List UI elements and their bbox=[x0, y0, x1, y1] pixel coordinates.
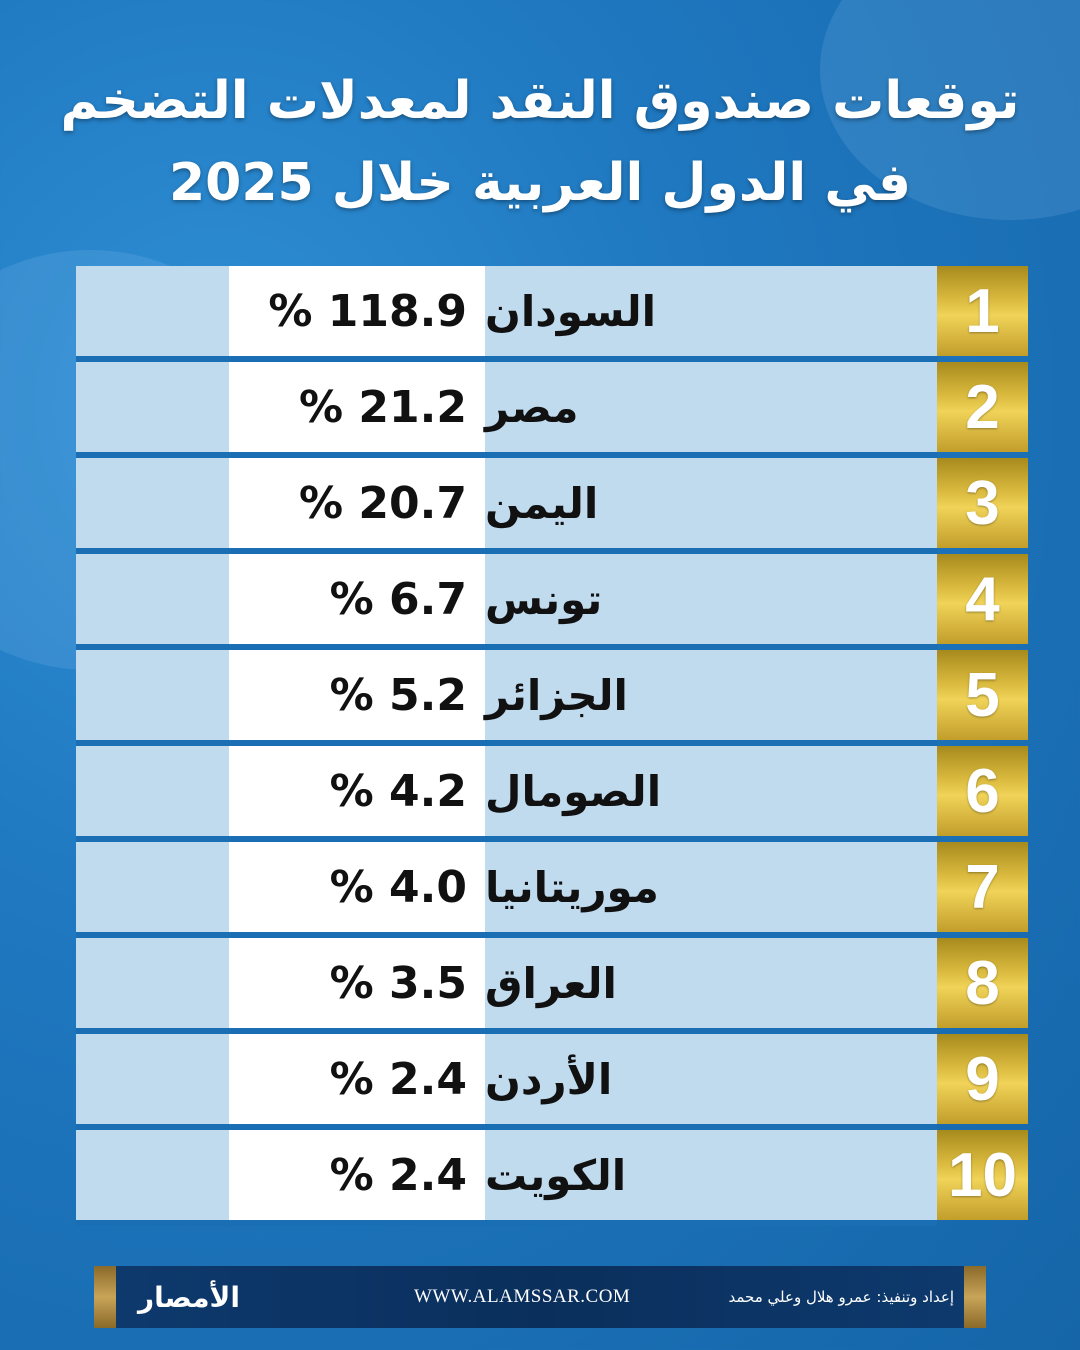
table-row: % 21.2 مصر 2 bbox=[76, 362, 1028, 458]
country-name: الأردن bbox=[485, 1034, 937, 1124]
footer-bar: الأمصار WWW.ALAMSSAR.COM إعداد وتنفيذ: ع… bbox=[94, 1266, 986, 1328]
table-row: % 5.2 الجزائر 5 bbox=[76, 650, 1028, 746]
rank-number: 2 bbox=[937, 362, 1028, 452]
inflation-value: % 2.4 bbox=[229, 1130, 485, 1220]
empty-cell bbox=[76, 362, 228, 452]
inflation-value: % 6.7 bbox=[229, 554, 485, 644]
country-name: الكويت bbox=[485, 1130, 937, 1220]
empty-cell bbox=[76, 458, 228, 548]
rank-number: 3 bbox=[937, 458, 1028, 548]
table-row: % 4.2 الصومال 6 bbox=[76, 746, 1028, 842]
empty-cell bbox=[76, 1130, 228, 1220]
credit-text: إعداد وتنفيذ: عمرو هلال وعلي محمد bbox=[728, 1288, 955, 1306]
page-title: توقعات صندوق النقد لمعدلات التضخم في الد… bbox=[0, 60, 1080, 224]
country-name: مصر bbox=[485, 362, 937, 452]
table-row: % 6.7 تونس 4 bbox=[76, 554, 1028, 650]
empty-cell bbox=[76, 1034, 228, 1124]
table-row: % 20.7 اليمن 3 bbox=[76, 458, 1028, 554]
footer-edge-left bbox=[94, 1266, 116, 1328]
empty-cell bbox=[76, 650, 228, 740]
rank-number: 7 bbox=[937, 842, 1028, 932]
country-name: الصومال bbox=[485, 746, 937, 836]
inflation-value: % 4.2 bbox=[229, 746, 485, 836]
website-link[interactable]: WWW.ALAMSSAR.COM bbox=[414, 1286, 631, 1307]
country-name: العراق bbox=[485, 938, 937, 1028]
empty-cell bbox=[76, 746, 228, 836]
rank-number: 6 bbox=[937, 746, 1028, 836]
table-row: % 2.4 الكويت 10 bbox=[76, 1130, 1028, 1226]
inflation-value: % 21.2 bbox=[229, 362, 485, 452]
inflation-value: % 118.9 bbox=[229, 266, 485, 356]
country-name: الجزائر bbox=[485, 650, 937, 740]
country-name: اليمن bbox=[485, 458, 937, 548]
table-row: % 2.4 الأردن 9 bbox=[76, 1034, 1028, 1130]
rank-number: 9 bbox=[937, 1034, 1028, 1124]
inflation-table: % 118.9 السودان 1 % 21.2 مصر 2 % 20.7 ال… bbox=[76, 266, 1028, 1226]
inflation-value: % 4.0 bbox=[229, 842, 485, 932]
country-name: موريتانيا bbox=[485, 842, 937, 932]
empty-cell bbox=[76, 842, 228, 932]
logo-text: الأمصار bbox=[138, 1280, 241, 1314]
rank-number: 10 bbox=[937, 1130, 1028, 1220]
footer-edge-right bbox=[964, 1266, 986, 1328]
inflation-value: % 5.2 bbox=[229, 650, 485, 740]
empty-cell bbox=[76, 554, 228, 644]
inflation-value: % 2.4 bbox=[229, 1034, 485, 1124]
inflation-value: % 3.5 bbox=[229, 938, 485, 1028]
rank-number: 8 bbox=[937, 938, 1028, 1028]
table-row: % 3.5 العراق 8 bbox=[76, 938, 1028, 1034]
country-name: السودان bbox=[485, 266, 937, 356]
inflation-value: % 20.7 bbox=[229, 458, 485, 548]
title-line-2: في الدول العربية خلال 2025 bbox=[168, 153, 912, 213]
rank-number: 5 bbox=[937, 650, 1028, 740]
brand-logo: الأمصار bbox=[138, 1274, 240, 1320]
title-line-1: توقعات صندوق النقد لمعدلات التضخم bbox=[60, 71, 1020, 131]
country-name: تونس bbox=[485, 554, 937, 644]
table-row: % 4.0 موريتانيا 7 bbox=[76, 842, 1028, 938]
table-row: % 118.9 السودان 1 bbox=[76, 266, 1028, 362]
empty-cell bbox=[76, 938, 228, 1028]
rank-number: 4 bbox=[937, 554, 1028, 644]
empty-cell bbox=[76, 266, 228, 356]
rank-number: 1 bbox=[937, 266, 1028, 356]
